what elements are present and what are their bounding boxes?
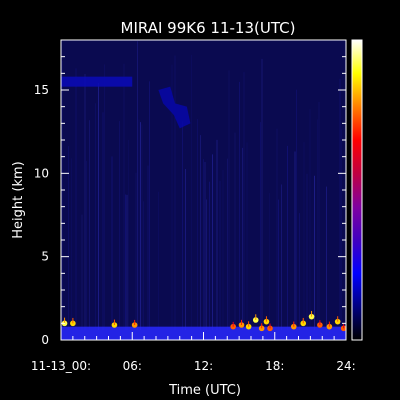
x-tick-label: 11-13_00: — [31, 359, 91, 373]
x-tick-label: 12: — [194, 359, 213, 373]
y-tick-label: 15 — [34, 83, 49, 97]
y-axis-title: Height (km) — [11, 161, 26, 238]
x-axis: 11-13_00: 06: 12: 18: 24: — [31, 332, 356, 373]
x-tick-label: 06: — [123, 359, 142, 373]
heatmap-hotspot — [300, 320, 307, 327]
y-tick-label: 0 — [41, 333, 49, 347]
heatmap-hotspot — [340, 325, 347, 332]
heatmap-hotspot — [267, 325, 273, 332]
y-tick-label: 10 — [34, 166, 49, 180]
y-axis: 0 5 10 15 — [34, 39, 346, 347]
plot-area — [61, 40, 346, 340]
heatmap-hotspot — [70, 320, 76, 327]
x-axis-title: Time (UTC) — [168, 383, 241, 398]
plot-background — [61, 40, 346, 340]
colorbar-bar — [351, 39, 363, 341]
heatmap-hotspot — [263, 318, 270, 325]
heatmap-hotspot — [230, 323, 236, 330]
heatmap-hotspot — [308, 313, 315, 320]
heatmap-hotspot — [334, 318, 341, 325]
x-tick-label: 18: — [265, 359, 284, 373]
heatmap-hotspot — [245, 323, 252, 330]
heatmap-cell-upper-cloud-band — [61, 76, 133, 87]
heatmap-cell-upper-cloud-patch — [158, 86, 191, 129]
chart-title: MIRAI 99K6 11-13(UTC) — [121, 19, 296, 37]
colorbar — [351, 39, 363, 341]
y-tick-label: 5 — [41, 250, 49, 264]
heatmap-hotspot — [258, 325, 265, 332]
heatmap-hotspot — [326, 323, 333, 330]
x-tick-label: 24: — [336, 359, 355, 373]
heatmap-hotspot — [290, 323, 297, 330]
